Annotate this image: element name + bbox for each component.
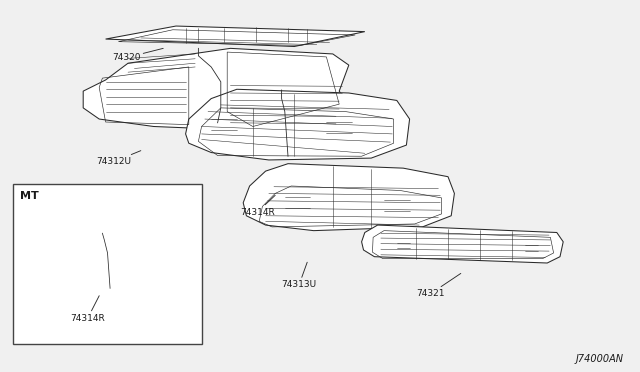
Text: 74321: 74321 bbox=[416, 273, 461, 298]
Polygon shape bbox=[186, 89, 410, 160]
Polygon shape bbox=[106, 26, 365, 46]
Text: J74000AN: J74000AN bbox=[576, 354, 624, 364]
Text: 74320: 74320 bbox=[112, 48, 163, 62]
Text: 74312U: 74312U bbox=[96, 151, 141, 166]
Polygon shape bbox=[26, 232, 191, 291]
Polygon shape bbox=[243, 164, 454, 231]
Text: MT: MT bbox=[20, 191, 39, 201]
Bar bbox=[13, 184, 202, 344]
Polygon shape bbox=[83, 48, 349, 130]
Polygon shape bbox=[362, 225, 563, 263]
Text: 74313U: 74313U bbox=[282, 262, 317, 289]
Text: 74314R: 74314R bbox=[240, 195, 275, 217]
Text: 74314R: 74314R bbox=[70, 296, 105, 323]
